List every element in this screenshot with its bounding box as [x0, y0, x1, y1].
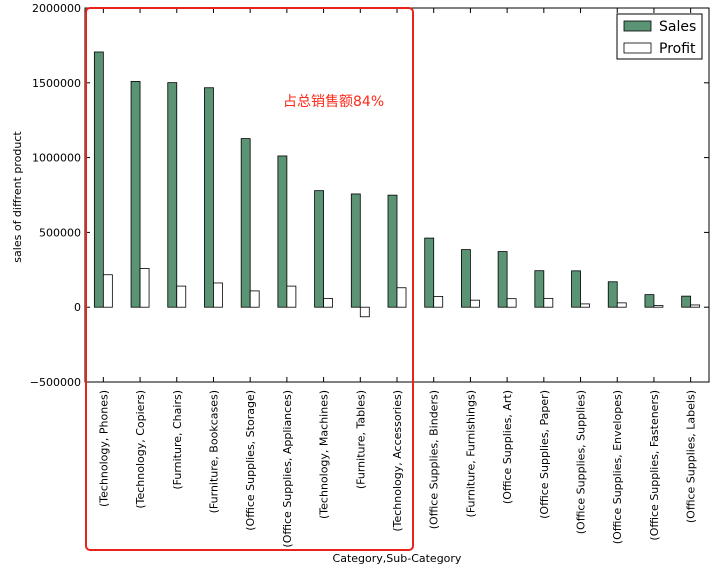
x-tick-label: (Office Supplies, Fasteners) — [648, 390, 661, 541]
bar-profit — [433, 296, 444, 308]
x-tick-label: (Office Supplies, Art) — [501, 390, 514, 504]
y-tick-label: 0 — [74, 301, 81, 314]
y-axis-label: sales of diffrent product — [11, 131, 24, 263]
x-tick-label: (Furniture, Furnishings) — [464, 390, 477, 517]
bar-profit — [286, 285, 297, 308]
bar-sales — [350, 193, 361, 308]
x-tick-label: (Office Supplies, Appliances) — [281, 390, 294, 548]
legend-swatch-profit — [623, 42, 652, 54]
x-tick-label: (Furniture, Bookcases) — [207, 390, 220, 513]
bar-sales — [93, 51, 104, 308]
bar-profit — [580, 303, 590, 308]
bar-sales — [497, 251, 508, 308]
x-tick-label: (Technology, Accessories) — [391, 390, 404, 532]
highlight-box — [85, 7, 414, 551]
y-tick-label: 1500000 — [32, 77, 81, 90]
bar-sales — [681, 295, 692, 308]
bar-profit — [249, 290, 260, 308]
bar-sales — [607, 281, 618, 308]
bar-sales — [167, 82, 178, 308]
bar-sales — [461, 249, 471, 308]
bar-sales — [204, 87, 214, 308]
bar-sales — [240, 138, 251, 308]
bar-profit — [396, 287, 407, 308]
bar-profit — [616, 302, 627, 308]
bar-sales — [387, 194, 398, 308]
bar-profit — [470, 299, 480, 308]
x-tick-label: (Office Supplies, Envelopes) — [611, 390, 624, 544]
bar-profit — [176, 285, 187, 308]
legend: Sales Profit — [616, 13, 703, 60]
x-tick-label: (Furniture, Tables) — [354, 390, 367, 489]
bar-sales — [314, 190, 324, 308]
x-tick-label: (Furniture, Chairs) — [171, 390, 184, 490]
x-tick-label: (Office Supplies, Supplies) — [575, 390, 588, 534]
bar-profit — [690, 304, 701, 308]
bar-sales — [130, 81, 141, 308]
x-tick-label: (Technology, Machines) — [318, 390, 331, 519]
x-tick-label: (Office Supplies, Paper) — [538, 390, 551, 519]
x-tick-label: (Office Supplies, Binders) — [428, 390, 441, 529]
x-tick-label: (Office Supplies, Storage) — [244, 390, 257, 531]
legend-swatch-sales — [623, 20, 652, 32]
legend-label-profit: Profit — [659, 41, 696, 57]
legend-label-sales: Sales — [659, 19, 696, 35]
bar-sales — [534, 270, 545, 308]
annotation-text: 占总销售额84% — [283, 94, 384, 110]
x-tick-label: (Office Supplies, Labels) — [685, 390, 698, 523]
bar-sales — [644, 294, 655, 308]
bar-profit — [102, 274, 113, 308]
bar-sales — [424, 237, 435, 308]
bar-sales — [277, 155, 288, 308]
bar-profit — [653, 305, 664, 308]
plot-area: −500000 0 500000 1000000 1500000 2000000 (Tech… — [30, 2, 710, 548]
bar-sales — [571, 270, 581, 308]
bar-profit — [139, 268, 150, 308]
x-tick-label: (Technology, Phones) — [97, 390, 110, 507]
bar-profit — [213, 282, 223, 308]
y-tick-label: −500000 — [30, 376, 81, 389]
y-tick-label: 2000000 — [32, 2, 81, 15]
bar-profit — [506, 298, 517, 308]
bar-profit — [359, 306, 370, 318]
y-tick-label: 500000 — [39, 226, 81, 239]
y-tick-label: 1000000 — [32, 152, 81, 165]
bar-profit — [543, 297, 554, 308]
x-axis-label: Category,Sub-Category — [333, 552, 462, 565]
x-tick-label: (Technology, Copiers) — [134, 390, 147, 509]
bar-profit — [323, 298, 333, 308]
